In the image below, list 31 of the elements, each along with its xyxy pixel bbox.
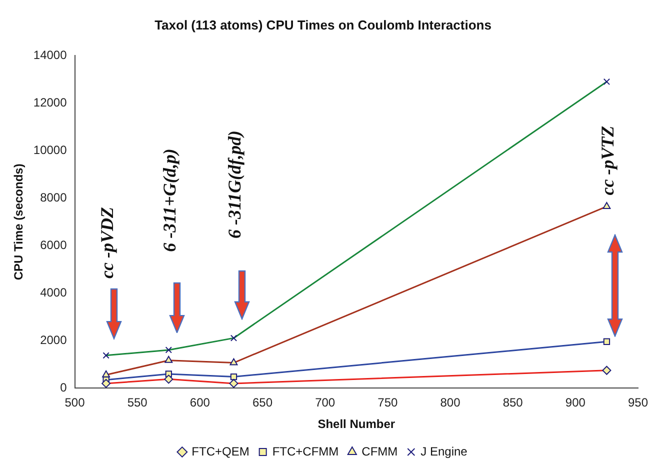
x-tick-label: 650 [252, 396, 273, 410]
legend-label: J Engine [420, 444, 468, 458]
x-tick-label: 750 [378, 396, 398, 410]
x-tick-label: 700 [315, 396, 336, 410]
annotation: cc -pVTZ [598, 126, 618, 196]
x-tick-label: 800 [440, 396, 461, 410]
y-tick-label: 2000 [40, 333, 68, 347]
annotation: 6 -311+G(d,p) [160, 148, 180, 252]
legend-label: CFMM [362, 444, 398, 458]
x-tick-label: 950 [628, 396, 648, 410]
chart-title: Taxol (113 atoms) CPU Times on Coulomb Interactions [154, 17, 492, 32]
point [603, 338, 610, 345]
y-axis-title: CPU Time (seconds) [12, 164, 26, 280]
point [230, 373, 238, 380]
y-tick-label: 14000 [33, 48, 68, 62]
x-axis-title: Shell Number [318, 417, 396, 432]
annotation: 6 -311G(df,pd) [224, 130, 245, 239]
x-tick-label: 500 [64, 396, 86, 410]
y-tick-label: 6000 [40, 238, 68, 252]
x-tick-label: 900 [565, 396, 586, 410]
y-tick-label: 0 [60, 380, 68, 395]
legend-label: FTC+QEM [192, 444, 250, 458]
y-tick-label: 12000 [33, 95, 68, 110]
x-tick-label: 850 [502, 396, 524, 410]
y-tick-label: 4000 [40, 285, 68, 300]
y-tick-label: 8000 [40, 190, 68, 204]
legend-label: FTC+CFMM [272, 444, 339, 458]
x-tick-label: 550 [127, 396, 148, 410]
y-tick-label: 10000 [33, 142, 68, 157]
annotation: cc -pVDZ [97, 206, 118, 278]
x-tick-label: 600 [190, 396, 210, 410]
